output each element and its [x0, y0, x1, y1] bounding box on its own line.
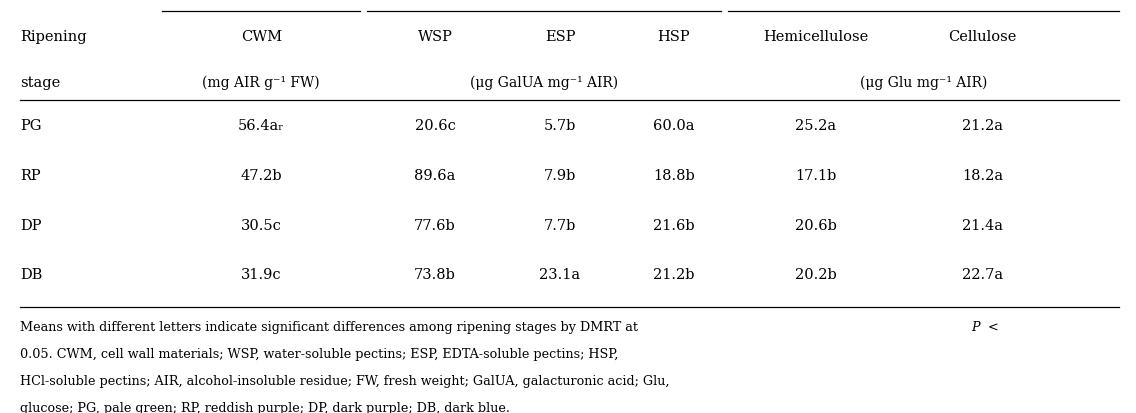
Text: 23.1a: 23.1a: [540, 268, 580, 282]
Text: 31.9c: 31.9c: [241, 268, 282, 282]
Text: 21.2b: 21.2b: [653, 268, 694, 282]
Text: CWM: CWM: [241, 30, 282, 44]
Text: 20.6b: 20.6b: [795, 218, 836, 232]
Text: 22.7a: 22.7a: [962, 268, 1003, 282]
Text: Ripening: Ripening: [20, 30, 87, 44]
Text: 0.05. CWM, cell wall materials; WSP, water-soluble pectins; ESP, EDTA-soluble pe: 0.05. CWM, cell wall materials; WSP, wat…: [20, 347, 619, 361]
Text: 47.2b: 47.2b: [241, 169, 282, 183]
Text: (μg GalUA mg⁻¹ AIR): (μg GalUA mg⁻¹ AIR): [470, 76, 618, 90]
Text: 77.6b: 77.6b: [415, 218, 456, 232]
Text: HSP: HSP: [658, 30, 690, 44]
Text: 30.5c: 30.5c: [241, 218, 282, 232]
Text: ESP: ESP: [545, 30, 575, 44]
Text: Means with different letters indicate significant differences among ripening sta: Means with different letters indicate si…: [20, 320, 643, 333]
Text: 56.4aᵣ: 56.4aᵣ: [239, 119, 284, 133]
Text: 20.2b: 20.2b: [795, 268, 836, 282]
Text: 89.6a: 89.6a: [415, 169, 456, 183]
Text: PG: PG: [20, 119, 42, 133]
Text: 21.4a: 21.4a: [962, 218, 1003, 232]
Text: <: <: [984, 320, 999, 333]
Text: 7.9b: 7.9b: [544, 169, 576, 183]
Text: Hemicellulose: Hemicellulose: [763, 30, 868, 44]
Text: Cellulose: Cellulose: [949, 30, 1017, 44]
Text: glucose; PG, pale green; RP, reddish purple; DP, dark purple; DB, dark blue.: glucose; PG, pale green; RP, reddish pur…: [20, 401, 510, 413]
Text: 5.7b: 5.7b: [544, 119, 576, 133]
Text: 7.7b: 7.7b: [544, 218, 576, 232]
Text: 21.2a: 21.2a: [962, 119, 1003, 133]
Text: stage: stage: [20, 76, 60, 90]
Text: 25.2a: 25.2a: [795, 119, 836, 133]
Text: 20.6c: 20.6c: [415, 119, 456, 133]
Text: 60.0a: 60.0a: [653, 119, 694, 133]
Text: HCl-soluble pectins; AIR, alcohol-insoluble residue; FW, fresh weight; GalUA, ga: HCl-soluble pectins; AIR, alcohol-insolu…: [20, 374, 670, 387]
Text: (μg Glu mg⁻¹ AIR): (μg Glu mg⁻¹ AIR): [860, 76, 987, 90]
Text: RP: RP: [20, 169, 41, 183]
Text: (mg AIR g⁻¹ FW): (mg AIR g⁻¹ FW): [202, 76, 320, 90]
Text: 17.1b: 17.1b: [795, 169, 836, 183]
Text: 18.8b: 18.8b: [653, 169, 694, 183]
Text: 18.2a: 18.2a: [962, 169, 1003, 183]
Text: DB: DB: [20, 268, 43, 282]
Text: WSP: WSP: [418, 30, 452, 44]
Text: DP: DP: [20, 218, 42, 232]
Text: P: P: [971, 320, 980, 333]
Text: 73.8b: 73.8b: [415, 268, 456, 282]
Text: 21.6b: 21.6b: [653, 218, 694, 232]
